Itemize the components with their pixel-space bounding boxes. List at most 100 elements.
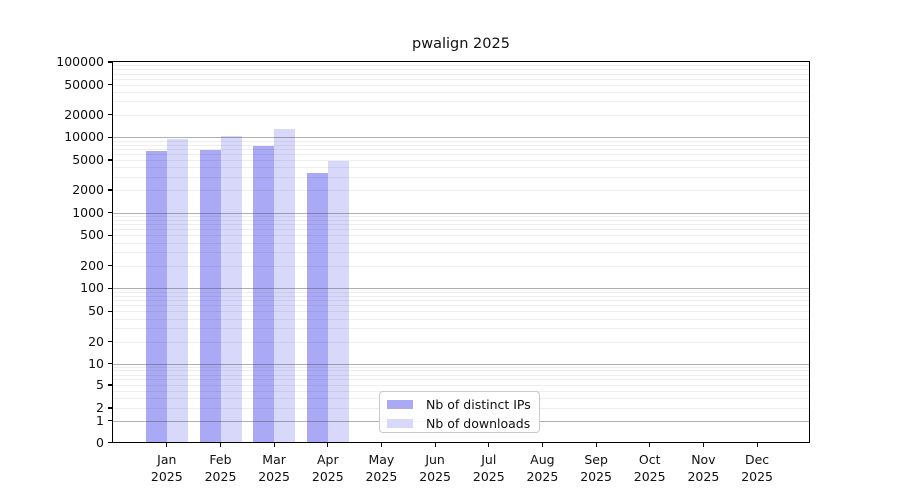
gridline-minor bbox=[113, 318, 809, 320]
gridline-minor bbox=[113, 176, 809, 178]
bar-downloads-0 bbox=[166, 139, 188, 443]
y-tick-label: 50000 bbox=[64, 76, 104, 92]
gridline-major bbox=[113, 288, 809, 290]
y-tick-mark bbox=[108, 212, 112, 214]
gridline-minor bbox=[113, 144, 809, 146]
x-tick-label: Sep 2025 bbox=[580, 452, 612, 484]
legend-swatch-distinct-ips bbox=[387, 399, 413, 410]
gridline-minor bbox=[113, 265, 809, 267]
gridline-minor bbox=[113, 379, 809, 381]
gridline-minor bbox=[113, 291, 809, 293]
legend-label-distinct-ips: Nb of distinct IPs bbox=[426, 397, 531, 412]
gridline-minor bbox=[113, 69, 809, 71]
x-tick-label: Dec 2025 bbox=[741, 452, 773, 484]
x-tick-label: Oct 2025 bbox=[633, 452, 666, 484]
y-tick-label: 1000 bbox=[72, 204, 104, 220]
gridline-minor bbox=[113, 65, 809, 67]
y-tick-mark bbox=[108, 61, 112, 63]
y-tick-mark bbox=[108, 159, 112, 161]
y-tick-label: 1 bbox=[96, 412, 104, 428]
gridline-minor bbox=[113, 154, 809, 155]
gridline-minor bbox=[113, 235, 809, 237]
y-tick-label: 100 bbox=[80, 280, 104, 296]
gridline-minor bbox=[113, 101, 809, 103]
x-tick-mark bbox=[649, 443, 651, 447]
x-tick-mark bbox=[273, 443, 275, 447]
y-tick-label: 0 bbox=[96, 434, 104, 450]
y-tick-label: 2000 bbox=[72, 182, 104, 197]
gridline-major bbox=[113, 137, 809, 139]
legend-label-downloads: Nb of downloads bbox=[426, 416, 531, 431]
y-tick-label: 2 bbox=[96, 400, 104, 415]
gridline-minor bbox=[113, 300, 809, 301]
bar-distinct-ips-2 bbox=[253, 146, 275, 443]
y-tick-mark bbox=[108, 407, 112, 409]
bar-distinct-ips-3 bbox=[306, 172, 328, 443]
y-tick-mark bbox=[108, 136, 112, 138]
y-tick-mark bbox=[108, 384, 112, 386]
gridline-minor bbox=[113, 370, 809, 372]
x-tick-mark bbox=[434, 443, 436, 447]
x-tick-mark bbox=[756, 443, 758, 447]
gridline-minor bbox=[113, 149, 809, 150]
y-tick-label: 5000 bbox=[72, 152, 104, 167]
gridline-minor bbox=[113, 252, 809, 254]
bar-downloads-2 bbox=[274, 129, 296, 443]
gridline-minor bbox=[113, 78, 809, 80]
gridline-minor bbox=[113, 140, 809, 142]
x-tick-label: Apr 2025 bbox=[311, 452, 344, 484]
bar-downloads-1 bbox=[220, 135, 242, 443]
legend-swatch-downloads bbox=[387, 418, 413, 429]
x-tick-mark bbox=[166, 443, 168, 447]
y-tick-mark bbox=[108, 114, 112, 116]
chart-title: pwalign 2025 bbox=[412, 36, 510, 52]
x-tick-mark bbox=[219, 443, 222, 447]
y-tick-mark bbox=[108, 441, 112, 444]
x-tick-label: May 2025 bbox=[365, 452, 398, 484]
x-tick-label: Feb 2025 bbox=[204, 452, 237, 484]
x-tick-mark bbox=[327, 443, 329, 447]
x-tick-mark bbox=[702, 443, 704, 447]
x-tick-label: Jan 2025 bbox=[150, 452, 183, 484]
gridline-minor bbox=[113, 114, 809, 116]
y-tick-label: 20000 bbox=[64, 106, 104, 122]
y-tick-label: 500 bbox=[80, 227, 104, 243]
gridline-minor bbox=[113, 73, 809, 75]
gridline-minor bbox=[113, 385, 809, 386]
x-tick-label: Jul 2025 bbox=[472, 452, 505, 484]
gridline-minor bbox=[113, 366, 809, 368]
y-tick-label: 10000 bbox=[64, 129, 104, 145]
gridline-minor bbox=[113, 91, 809, 93]
y-tick-mark bbox=[108, 265, 112, 267]
gridline-minor bbox=[113, 224, 809, 226]
y-tick-label: 5 bbox=[96, 377, 104, 392]
y-tick-mark bbox=[108, 84, 112, 86]
y-tick-mark bbox=[108, 189, 112, 191]
legend-item-downloads: Nb of downloads bbox=[387, 414, 539, 433]
gridline-minor bbox=[113, 374, 809, 376]
gridline-major bbox=[113, 212, 809, 214]
y-tick-label: 200 bbox=[80, 257, 104, 273]
y-tick-label: 20 bbox=[88, 333, 104, 349]
y-tick-mark bbox=[108, 340, 112, 343]
gridline-minor bbox=[113, 328, 809, 330]
x-tick-label: Jun 2025 bbox=[419, 452, 451, 484]
x-tick-label: Aug 2025 bbox=[526, 452, 559, 484]
bar-downloads-3 bbox=[327, 160, 349, 443]
gridline-minor bbox=[113, 84, 809, 86]
y-tick-mark bbox=[108, 310, 112, 312]
gridline-minor bbox=[113, 167, 809, 169]
legend-item-distinct-ips: Nb of distinct IPs bbox=[387, 395, 539, 414]
y-tick-label: 100000 bbox=[56, 54, 104, 69]
x-tick-mark bbox=[541, 443, 543, 447]
y-tick-mark bbox=[108, 362, 112, 365]
x-tick-mark bbox=[595, 443, 597, 447]
y-tick-mark bbox=[108, 234, 112, 236]
y-tick-label: 10 bbox=[88, 355, 104, 371]
x-tick-mark bbox=[380, 443, 382, 447]
gridline-minor bbox=[113, 311, 809, 313]
gridline-minor bbox=[113, 305, 809, 307]
bar-distinct-ips-1 bbox=[199, 150, 221, 443]
gridline-minor bbox=[113, 160, 809, 161]
